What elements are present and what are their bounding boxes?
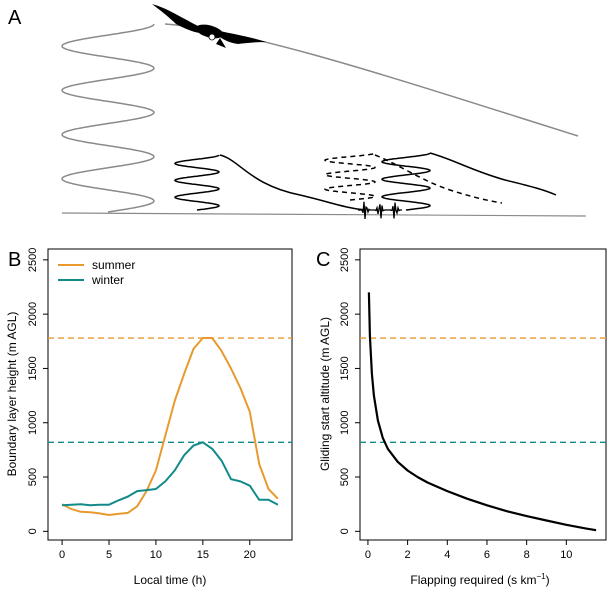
- plot-frame-b: [47, 248, 293, 541]
- series-line-0: [367, 292, 597, 532]
- thermal-spiral-black-right: [381, 152, 431, 211]
- y-axis-label-b: Boundary layer height (m AGL): [5, 312, 19, 477]
- plot-frame-c: [359, 248, 607, 541]
- y-tick-label-2000: 2000: [27, 302, 39, 326]
- y-tick-label-500: 500: [27, 468, 39, 486]
- y-axis-label-c: Gliding start altitude (m AGL): [318, 317, 332, 471]
- x-tick-label-5: 5: [106, 549, 112, 561]
- x-axis-label-c: Flapping required (s km−1): [410, 572, 549, 587]
- thermal-spiral-grey: [61, 23, 155, 213]
- x-tick-label-20: 20: [244, 549, 256, 561]
- y-tick-label-2500: 2500: [27, 248, 39, 272]
- y-tick-label-0: 0: [27, 528, 39, 534]
- panel-letter-b: B: [8, 249, 21, 271]
- thermal-spiral-black-left: [174, 154, 220, 211]
- y-tick-label-1000: 1000: [339, 410, 351, 434]
- y-tick-label-1500: 1500: [27, 356, 39, 380]
- flapping-oscillation: [358, 201, 402, 219]
- y-tick-label-1500: 1500: [339, 356, 351, 380]
- glide-path-black-right: [429, 152, 557, 196]
- x-tick-label-4: 4: [444, 549, 450, 561]
- x-tick-label-8: 8: [524, 549, 530, 561]
- x-tick-label-0: 0: [365, 549, 371, 561]
- legend-label-summer: summer: [92, 258, 135, 272]
- y-tick-label-1000: 1000: [27, 410, 39, 434]
- dashed-alternative-spiral: [324, 152, 376, 201]
- panel-b-chart: 0 5 10 15 20 0 500 1000 1500 2000 2500 Local time…: [5, 248, 293, 587]
- x-tick-label-15: 15: [197, 549, 209, 561]
- y-tick-label-0: 0: [339, 528, 351, 534]
- x-tick-label-0: 0: [59, 549, 65, 561]
- x-tick-label-2: 2: [405, 549, 411, 561]
- soaring-bird-icon: [152, 4, 266, 48]
- legend-label-winter: winter: [91, 273, 124, 287]
- x-axis-label-b: Local time (h): [134, 573, 207, 587]
- legend-b: summer winter: [58, 258, 135, 287]
- panel-letter-a: A: [8, 7, 22, 29]
- ground-line: [61, 212, 587, 217]
- x-tick-label-10: 10: [150, 549, 162, 561]
- x-tick-label-10: 10: [560, 549, 572, 561]
- dashed-alternative-glide: [374, 154, 503, 204]
- y-tick-label-2500: 2500: [339, 248, 351, 272]
- series-line-summer: [61, 337, 279, 516]
- panel-letter-c: C: [316, 249, 330, 271]
- panel-c-chart: 0 2 4 6 8 10 0 500 1000 1500 2000 2500 Flapping re…: [318, 248, 607, 587]
- y-tick-label-2000: 2000: [339, 302, 351, 326]
- y-tick-label-500: 500: [339, 468, 351, 486]
- glide-path-black-left: [219, 154, 366, 211]
- panel-a-diagram: [61, 4, 587, 219]
- series-line-winter: [62, 441, 279, 507]
- x-tick-label-6: 6: [484, 549, 490, 561]
